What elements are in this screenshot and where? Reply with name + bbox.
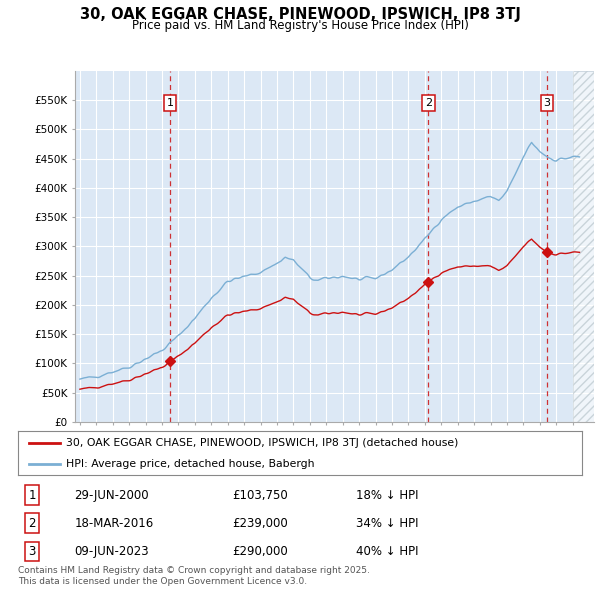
Text: Price paid vs. HM Land Registry's House Price Index (HPI): Price paid vs. HM Land Registry's House … — [131, 19, 469, 32]
Text: 3: 3 — [28, 545, 36, 558]
Text: £290,000: £290,000 — [232, 545, 288, 558]
Text: 30, OAK EGGAR CHASE, PINEWOOD, IPSWICH, IP8 3TJ (detached house): 30, OAK EGGAR CHASE, PINEWOOD, IPSWICH, … — [66, 438, 458, 448]
Text: 1: 1 — [167, 98, 173, 108]
Text: 18-MAR-2016: 18-MAR-2016 — [74, 517, 154, 530]
Text: 3: 3 — [544, 98, 551, 108]
Text: 40% ↓ HPI: 40% ↓ HPI — [356, 545, 419, 558]
Text: £239,000: £239,000 — [232, 517, 288, 530]
Text: 09-JUN-2023: 09-JUN-2023 — [74, 545, 149, 558]
Text: 2: 2 — [28, 517, 36, 530]
Polygon shape — [572, 71, 594, 422]
Text: £103,750: £103,750 — [232, 489, 288, 502]
Text: 1: 1 — [28, 489, 36, 502]
Text: 2: 2 — [425, 98, 432, 108]
Text: 34% ↓ HPI: 34% ↓ HPI — [356, 517, 419, 530]
Text: 18% ↓ HPI: 18% ↓ HPI — [356, 489, 419, 502]
Text: 29-JUN-2000: 29-JUN-2000 — [74, 489, 149, 502]
Text: 30, OAK EGGAR CHASE, PINEWOOD, IPSWICH, IP8 3TJ: 30, OAK EGGAR CHASE, PINEWOOD, IPSWICH, … — [80, 7, 520, 22]
Text: Contains HM Land Registry data © Crown copyright and database right 2025.
This d: Contains HM Land Registry data © Crown c… — [18, 566, 370, 586]
Text: HPI: Average price, detached house, Babergh: HPI: Average price, detached house, Babe… — [66, 459, 314, 469]
